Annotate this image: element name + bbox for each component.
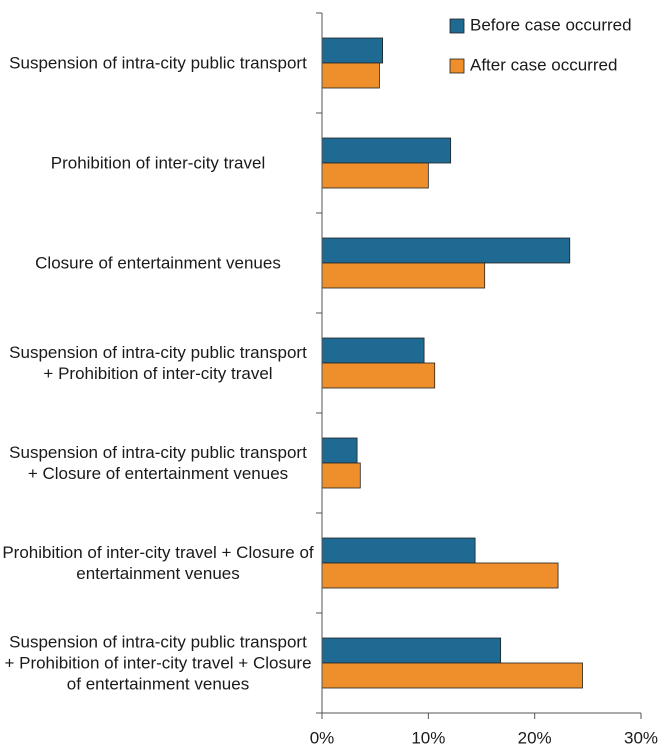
legend-label: After case occurred [470, 55, 617, 74]
bar [321, 162, 429, 189]
y-tick-label: Prohibition of inter-city travel + Closu… [2, 543, 314, 583]
bar [321, 462, 361, 489]
x-tick-label: 0% [310, 728, 335, 747]
bar [321, 62, 380, 89]
y-tick-label: Suspension of intra-city public transpor… [9, 53, 307, 73]
bar [321, 362, 436, 389]
y-tick-label: Suspension of intra-city public transpor… [9, 343, 307, 383]
bar [321, 262, 486, 289]
y-tick-label: Suspension of intra-city public transpor… [4, 632, 312, 694]
bar [321, 537, 476, 564]
y-tick-label: Suspension of intra-city public transpor… [9, 443, 307, 483]
x-tick-label: 30% [624, 728, 658, 747]
bar [321, 337, 425, 364]
y-tick-label: Prohibition of inter-city travel [50, 153, 266, 173]
bar [321, 437, 358, 464]
legend-label: Before case occurred [470, 15, 632, 34]
legend-swatch [449, 58, 465, 74]
bar [321, 137, 452, 164]
x-tick-label: 10% [411, 728, 445, 747]
bar [321, 662, 583, 689]
bar [321, 37, 384, 64]
legend-swatch [449, 18, 465, 34]
x-tick-label: 20% [518, 728, 552, 747]
bar [321, 562, 559, 589]
bar [321, 637, 502, 664]
bar [321, 237, 571, 264]
y-tick-label: Closure of entertainment venues [35, 253, 281, 273]
